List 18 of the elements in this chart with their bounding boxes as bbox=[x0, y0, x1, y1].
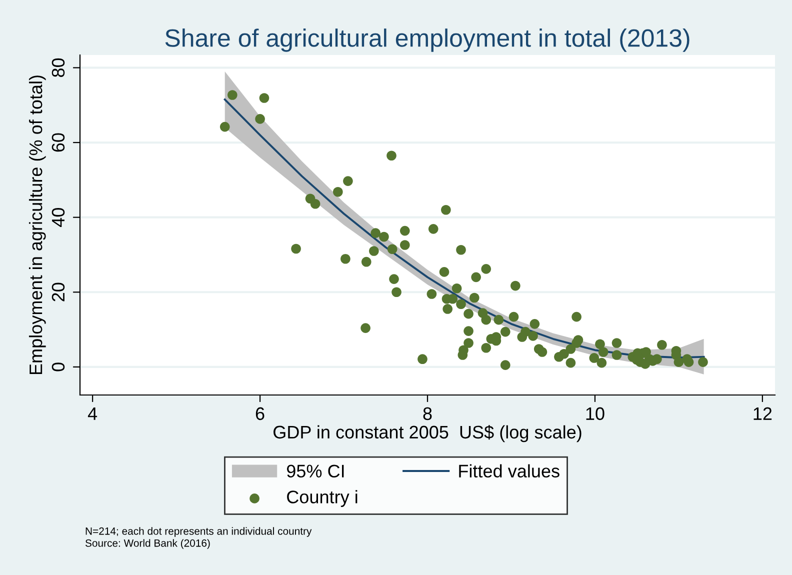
x-axis-title: GDP in constant 2005 US$ (log scale) bbox=[274, 425, 582, 442]
legend-label: Fitted values bbox=[459, 464, 560, 478]
legend-label: Country i bbox=[287, 490, 358, 507]
source-note: Source: World Bank (2016) bbox=[85, 539, 210, 549]
y-tick-label: 20 bbox=[52, 282, 65, 302]
y-tick-label: 40 bbox=[52, 208, 65, 227]
x-tick-label: 6 bbox=[256, 407, 264, 420]
y-tick-label: 80 bbox=[52, 58, 65, 77]
x-tick-label: 8 bbox=[423, 407, 432, 420]
x-tick-label: 4 bbox=[88, 407, 98, 420]
text: N=214; each dot represents an individual country bbox=[86, 527, 312, 537]
chart-title: Share of agricultural employment in total (2013) bbox=[165, 28, 690, 52]
text: 95% CI bbox=[286, 464, 344, 478]
y-tick-label: 0 bbox=[52, 362, 65, 372]
x-tick-label: 12 bbox=[754, 407, 772, 420]
x-tick-label: 10 bbox=[586, 407, 604, 420]
y-axis-title: Employment in agriculture (% of total) bbox=[28, 76, 46, 374]
y-tick-label: 60 bbox=[52, 133, 65, 152]
